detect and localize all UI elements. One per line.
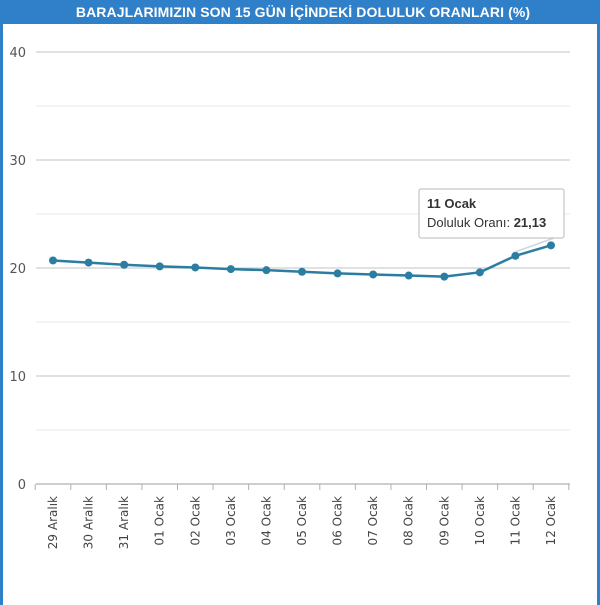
series-group <box>49 241 555 281</box>
data-point[interactable] <box>49 256 57 265</box>
data-point[interactable] <box>191 263 200 272</box>
data-point[interactable] <box>475 268 484 277</box>
x-tick-label: 04 Ocak <box>259 496 273 545</box>
data-point[interactable] <box>440 272 449 281</box>
x-tick-label: 12 Ocak <box>544 496 558 545</box>
x-tick-label: 10 Ocak <box>473 496 487 545</box>
y-tick-label: 0 <box>18 478 26 493</box>
x-tick-label: 06 Ocak <box>331 496 345 545</box>
tooltip-body: Doluluk Oranı: 21,13 <box>427 215 546 230</box>
y-tick-label: 40 <box>9 46 26 61</box>
x-tick-label: 07 Ocak <box>366 496 380 545</box>
tooltip-box <box>418 188 565 239</box>
tooltip-label: Doluluk Oranı: <box>427 215 514 230</box>
data-point[interactable] <box>226 265 235 274</box>
data-point[interactable] <box>547 241 555 250</box>
gridlines <box>36 51 570 431</box>
x-tick-label: 30 Aralık <box>82 496 96 549</box>
data-point[interactable] <box>262 266 271 275</box>
y-tick-label: 20 <box>9 262 26 277</box>
data-point[interactable] <box>120 260 129 269</box>
x-axis-ticks: 29 Aralık 30 Aralık 31 Aralık 01 Ocak 02 Oca… <box>46 496 558 549</box>
data-point[interactable] <box>155 262 164 271</box>
x-tick-label: 31 Aralık <box>117 496 131 549</box>
x-tick-label: 02 Ocak <box>188 496 202 545</box>
y-tick-label: 30 <box>9 154 26 169</box>
data-point[interactable] <box>333 269 342 278</box>
y-tick-label: 10 <box>9 370 26 385</box>
x-axis <box>34 483 570 490</box>
chart-title: BARAJLARIMIZIN SON 15 GÜN İÇİNDEKİ DOLUL… <box>3 0 600 24</box>
x-tick-label: 11 Ocak <box>508 496 522 545</box>
x-tick-label: 09 Ocak <box>437 496 451 545</box>
y-axis-ticks: 0 10 20 30 40 <box>9 46 26 493</box>
data-point[interactable] <box>511 251 520 260</box>
x-tick-label: 05 Ocak <box>295 496 309 545</box>
x-tick-label: 08 Ocak <box>402 496 416 545</box>
data-point[interactable] <box>369 270 378 279</box>
data-point[interactable] <box>84 258 93 267</box>
tooltip-connector <box>515 237 555 253</box>
data-point[interactable] <box>404 271 413 280</box>
tooltip-value: 21,13 <box>514 215 547 230</box>
data-point[interactable] <box>298 267 306 276</box>
tooltip-title: 11 Ocak <box>427 196 477 211</box>
x-tick-label: 29 Aralık <box>46 496 60 549</box>
x-tick-label: 01 Ocak <box>153 496 167 545</box>
tooltip: 11 Ocak Doluluk Oranı: 21,13 <box>418 188 565 253</box>
x-tick-label: 03 Ocak <box>224 496 238 545</box>
